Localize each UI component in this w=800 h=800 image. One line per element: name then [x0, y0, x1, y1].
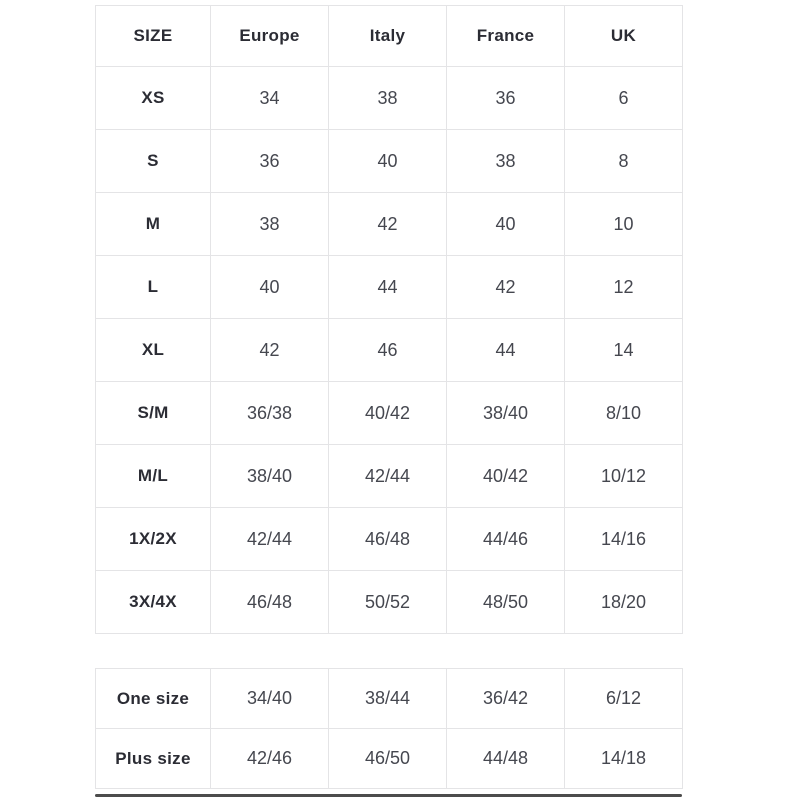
row-label: XS — [95, 66, 211, 130]
column-header-france: France — [446, 5, 565, 67]
column-header-italy: Italy — [328, 5, 447, 67]
size-value-cell: 40 — [328, 129, 447, 193]
size-value-cell: 40/42 — [446, 444, 565, 508]
size-value-cell: 34 — [210, 66, 329, 130]
row-label: 1X/2X — [95, 507, 211, 571]
size-value-cell: 38/40 — [210, 444, 329, 508]
size-value-cell: 42 — [210, 318, 329, 382]
size-value-cell: 14/18 — [564, 728, 683, 789]
table-row: XS 34 38 36 6 — [95, 66, 683, 130]
size-value-cell: 6/12 — [564, 668, 683, 729]
size-value-cell: 42 — [328, 192, 447, 256]
size-value-cell: 46 — [328, 318, 447, 382]
size-value-cell: 14 — [564, 318, 683, 382]
table-row: 1X/2X 42/44 46/48 44/46 14/16 — [95, 507, 683, 571]
size-value-cell: 14/16 — [564, 507, 683, 571]
size-value-cell: 38/40 — [446, 381, 565, 445]
row-label: L — [95, 255, 211, 319]
size-value-cell: 8/10 — [564, 381, 683, 445]
size-value-cell: 46/48 — [328, 507, 447, 571]
size-value-cell: 34/40 — [210, 668, 329, 729]
size-value-cell: 46/50 — [328, 728, 447, 789]
column-header-europe: Europe — [210, 5, 329, 67]
column-header-uk: UK — [564, 5, 683, 67]
size-table-header-row: SIZE Europe Italy France UK — [95, 5, 683, 67]
size-value-cell: 42/44 — [328, 444, 447, 508]
row-label: S — [95, 129, 211, 193]
size-value-cell: 40/42 — [328, 381, 447, 445]
size-value-cell: 6 — [564, 66, 683, 130]
size-value-cell: 8 — [564, 129, 683, 193]
size-value-cell: 10/12 — [564, 444, 683, 508]
table-row: S/M 36/38 40/42 38/40 8/10 — [95, 381, 683, 445]
table-row: Plus size 42/46 46/50 44/48 14/18 — [95, 728, 683, 789]
size-value-cell: 38 — [328, 66, 447, 130]
row-label: M — [95, 192, 211, 256]
size-value-cell: 50/52 — [328, 570, 447, 634]
column-header-size: SIZE — [95, 5, 211, 67]
size-value-cell: 38 — [210, 192, 329, 256]
size-value-cell: 40 — [210, 255, 329, 319]
table-row: XL 42 46 44 14 — [95, 318, 683, 382]
size-value-cell: 42/46 — [210, 728, 329, 789]
table-row: L 40 44 42 12 — [95, 255, 683, 319]
row-label: Plus size — [95, 728, 211, 789]
size-value-cell: 36/38 — [210, 381, 329, 445]
table-row: S 36 40 38 8 — [95, 129, 683, 193]
size-value-cell: 38/44 — [328, 668, 447, 729]
row-label: 3X/4X — [95, 570, 211, 634]
size-value-cell: 44 — [328, 255, 447, 319]
table-row: One size 34/40 38/44 36/42 6/12 — [95, 668, 683, 729]
size-conversion-table: SIZE Europe Italy France UK XS 34 38 36 6 S 36… — [95, 5, 683, 634]
special-sizes-table: One size 34/40 38/44 36/42 6/12 Plus size 42/4… — [95, 668, 683, 789]
size-value-cell: 44/46 — [446, 507, 565, 571]
size-value-cell: 12 — [564, 255, 683, 319]
size-value-cell: 42 — [446, 255, 565, 319]
row-label: XL — [95, 318, 211, 382]
size-value-cell: 40 — [446, 192, 565, 256]
size-value-cell: 36 — [210, 129, 329, 193]
size-value-cell: 10 — [564, 192, 683, 256]
horizontal-scrollbar[interactable] — [95, 794, 682, 797]
size-value-cell: 44/48 — [446, 728, 565, 789]
size-value-cell: 38 — [446, 129, 565, 193]
row-label: One size — [95, 668, 211, 729]
row-label: M/L — [95, 444, 211, 508]
size-value-cell: 46/48 — [210, 570, 329, 634]
table-row: 3X/4X 46/48 50/52 48/50 18/20 — [95, 570, 683, 634]
table-row: M 38 42 40 10 — [95, 192, 683, 256]
row-label: S/M — [95, 381, 211, 445]
size-value-cell: 36/42 — [446, 668, 565, 729]
size-value-cell: 48/50 — [446, 570, 565, 634]
size-value-cell: 36 — [446, 66, 565, 130]
size-value-cell: 44 — [446, 318, 565, 382]
table-row: M/L 38/40 42/44 40/42 10/12 — [95, 444, 683, 508]
size-value-cell: 42/44 — [210, 507, 329, 571]
size-value-cell: 18/20 — [564, 570, 683, 634]
